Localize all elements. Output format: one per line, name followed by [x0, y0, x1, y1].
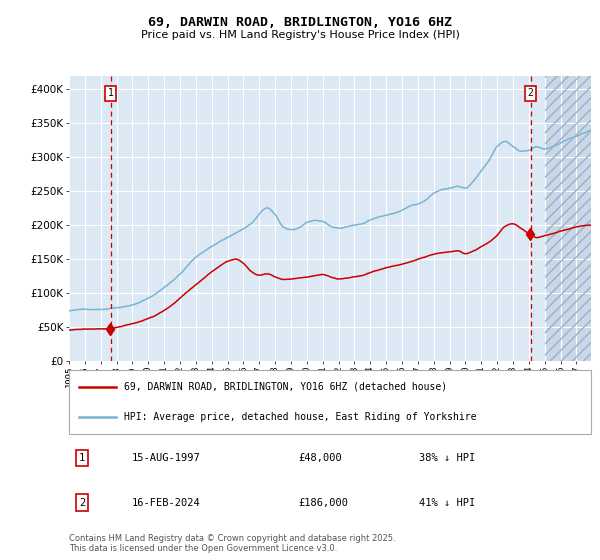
Text: HPI: Average price, detached house, East Riding of Yorkshire: HPI: Average price, detached house, East… — [124, 412, 476, 422]
Text: 2: 2 — [79, 498, 85, 507]
Text: Contains HM Land Registry data © Crown copyright and database right 2025.
This d: Contains HM Land Registry data © Crown c… — [69, 534, 395, 553]
Text: 15-AUG-1997: 15-AUG-1997 — [131, 453, 200, 463]
Text: 2: 2 — [528, 88, 533, 99]
Text: £48,000: £48,000 — [299, 453, 343, 463]
Text: 69, DARWIN ROAD, BRIDLINGTON, YO16 6HZ: 69, DARWIN ROAD, BRIDLINGTON, YO16 6HZ — [148, 16, 452, 29]
Text: 1: 1 — [107, 88, 113, 99]
Text: 16-FEB-2024: 16-FEB-2024 — [131, 498, 200, 507]
Text: £186,000: £186,000 — [299, 498, 349, 507]
Text: Price paid vs. HM Land Registry's House Price Index (HPI): Price paid vs. HM Land Registry's House … — [140, 30, 460, 40]
Text: 69, DARWIN ROAD, BRIDLINGTON, YO16 6HZ (detached house): 69, DARWIN ROAD, BRIDLINGTON, YO16 6HZ (… — [124, 382, 447, 392]
FancyBboxPatch shape — [69, 370, 591, 434]
Text: 41% ↓ HPI: 41% ↓ HPI — [419, 498, 475, 507]
Text: 1: 1 — [79, 453, 85, 463]
Text: 38% ↓ HPI: 38% ↓ HPI — [419, 453, 475, 463]
